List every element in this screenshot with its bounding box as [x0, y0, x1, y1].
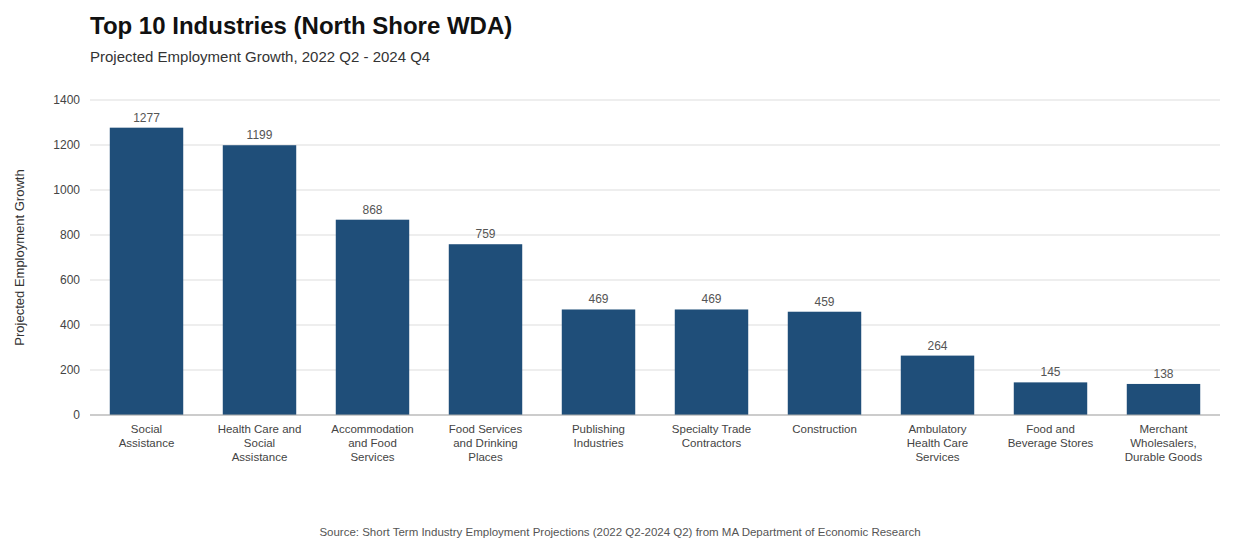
data-label: 138 — [1153, 367, 1173, 381]
bar — [449, 244, 522, 415]
x-tick-label-line: Social — [131, 423, 162, 435]
x-tick-label-line: Ambulatory — [908, 423, 966, 435]
x-tick-label-line: Specialty Trade — [672, 423, 751, 435]
y-tick-label: 1000 — [53, 183, 80, 197]
y-tick-label: 1200 — [53, 138, 80, 152]
data-label: 469 — [588, 292, 608, 306]
subtitle: Projected Employment Growth, 2022 Q2 - 2… — [90, 48, 430, 65]
x-tick-label-line: Industries — [574, 437, 624, 449]
bar — [223, 145, 296, 415]
data-label: 459 — [814, 295, 834, 309]
x-tick-label-line: Wholesalers, — [1130, 437, 1196, 449]
x-tick-label-line: Food and — [1026, 423, 1075, 435]
x-tick-label: Specialty Trade Contractors — [672, 423, 751, 449]
x-tick-label-line: Contractors — [682, 437, 742, 449]
bar — [788, 312, 861, 415]
x-tick-label-line: Merchant — [1140, 423, 1189, 435]
source: Source: Short Term Industry Employment P… — [319, 526, 920, 538]
x-tick-label: Food Services and Drinking Places — [449, 423, 523, 463]
data-label: 1199 — [247, 128, 273, 142]
x-tick-label-line: Accommodation — [331, 423, 413, 435]
bar — [1127, 384, 1200, 415]
grid — [90, 100, 1220, 415]
x-tick-label-line: Construction — [792, 423, 857, 435]
x-tick-label: Merchant Wholesalers, Durable Goods — [1125, 423, 1203, 463]
x-tick-label-line: Places — [468, 451, 503, 463]
x-tick-label: Construction — [792, 423, 857, 435]
grid-line — [90, 415, 1220, 416]
bar — [336, 220, 409, 415]
bar — [562, 309, 635, 415]
data-label: 1277 — [133, 111, 160, 125]
grid-line — [90, 100, 1220, 101]
x-tick-label: Accommodation and Food Services — [331, 423, 413, 463]
bar — [675, 309, 748, 415]
x-tick-label-line: Health Care — [907, 437, 968, 449]
y-tick-label: 1400 — [53, 93, 80, 107]
y-axis-label: Projected Employment Growth — [12, 169, 27, 345]
x-tick-label-line: and Drinking — [453, 437, 518, 449]
x-tick-label-line: Assistance — [232, 451, 288, 463]
x-tick-label-line: Assistance — [119, 437, 175, 449]
title: Top 10 Industries (North Shore WDA) — [90, 12, 512, 39]
chart-svg: Top 10 Industries (North Shore WDA) Proje… — [0, 0, 1240, 550]
y-tick-label: 0 — [73, 408, 80, 422]
data-label: 264 — [927, 339, 947, 353]
x-tick-label: Social Assistance — [119, 423, 175, 449]
data-label: 469 — [701, 292, 721, 306]
x-tick-label: Food and Beverage Stores — [1008, 423, 1094, 449]
data-label: 145 — [1040, 365, 1060, 379]
bar — [110, 128, 183, 415]
y-tick-label: 200 — [60, 363, 80, 377]
bars — [110, 128, 1200, 415]
bar — [901, 356, 974, 415]
x-tick-label-line: Beverage Stores — [1008, 437, 1094, 449]
data-label: 759 — [475, 227, 495, 241]
x-tick-label: Health Care and Social Assistance — [218, 423, 302, 463]
x-tick-label-line: Food Services — [449, 423, 523, 435]
x-tick-label-line: Durable Goods — [1125, 451, 1203, 463]
x-axis-line — [90, 415, 1220, 416]
y-tick-label: 600 — [60, 273, 80, 287]
y-tick-label: 800 — [60, 228, 80, 242]
y-tick-label: 400 — [60, 318, 80, 332]
x-tick-label-line: Social — [244, 437, 275, 449]
x-tick-label-line: Publishing — [572, 423, 625, 435]
x-tick-label: Publishing Industries — [572, 423, 625, 449]
bar — [1014, 382, 1087, 415]
data-label: 868 — [362, 203, 382, 217]
chart-container: Top 10 Industries (North Shore WDA) Proje… — [0, 0, 1240, 550]
x-tick-label-line: Health Care and — [218, 423, 302, 435]
x-tick-label-line: Services — [915, 451, 959, 463]
x-tick-label-line: Services — [350, 451, 394, 463]
x-tick-label-line: and Food — [348, 437, 397, 449]
x-tick-label: Ambulatory Health Care Services — [907, 423, 968, 463]
